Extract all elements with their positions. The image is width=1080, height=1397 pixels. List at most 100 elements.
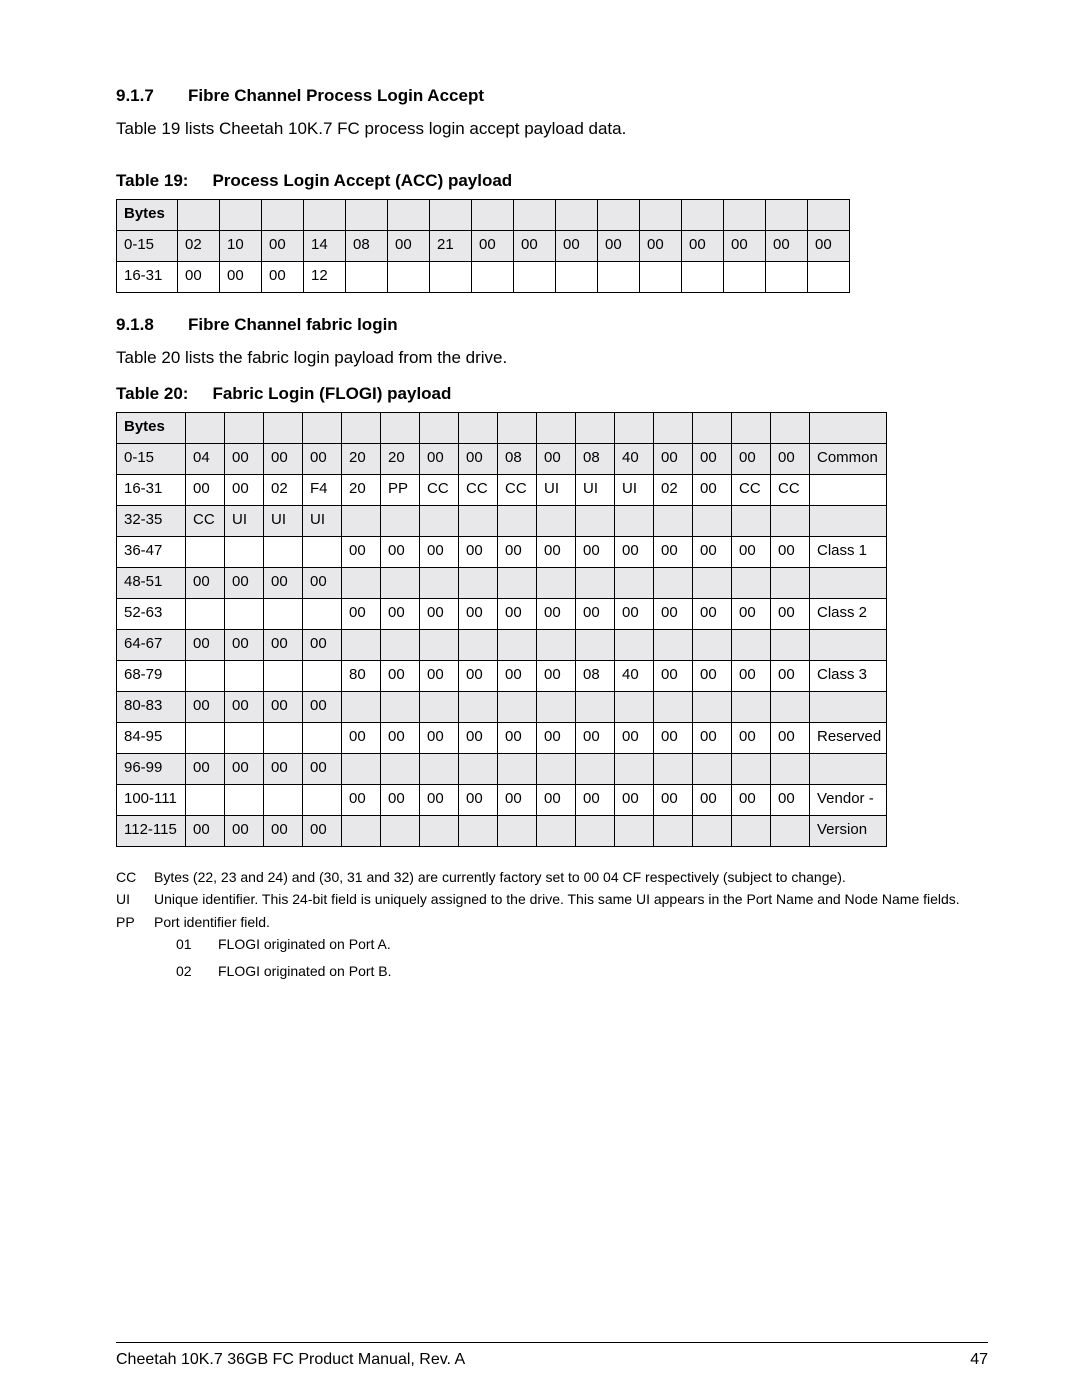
- data-cell: 00: [654, 536, 693, 567]
- data-cell: 00: [420, 784, 459, 815]
- table-row: 96-9900000000: [117, 753, 887, 784]
- table-row: 0-1502100014080021000000000000000000: [117, 230, 850, 261]
- data-cell: CC: [771, 474, 810, 505]
- table-20-caption-title: Fabric Login (FLOGI) payload: [212, 384, 451, 403]
- table-col: [654, 412, 693, 443]
- data-cell: [459, 629, 498, 660]
- data-cell: 00: [342, 784, 381, 815]
- bytes-cell: 112-115: [117, 815, 186, 846]
- data-cell: 00: [808, 230, 850, 261]
- data-cell: [615, 629, 654, 660]
- data-cell: 00: [693, 598, 732, 629]
- data-cell: 00: [498, 722, 537, 753]
- data-cell: [537, 691, 576, 722]
- data-cell: [732, 505, 771, 536]
- data-cell: [264, 536, 303, 567]
- data-cell: 00: [498, 660, 537, 691]
- data-cell: [615, 567, 654, 598]
- note-pp-tag: PP: [116, 914, 154, 932]
- data-cell: [615, 815, 654, 846]
- data-cell: 00: [615, 784, 654, 815]
- data-cell: [498, 815, 537, 846]
- data-cell: 00: [537, 784, 576, 815]
- table-col: [381, 412, 420, 443]
- note-spacer: [116, 936, 154, 958]
- data-cell: PP: [381, 474, 420, 505]
- data-cell: [342, 691, 381, 722]
- data-cell: [420, 691, 459, 722]
- data-cell: [430, 261, 472, 292]
- table-19-caption-num: Table 19:: [116, 171, 188, 190]
- table-col: [682, 199, 724, 230]
- data-cell: 00: [693, 443, 732, 474]
- data-cell: 00: [459, 536, 498, 567]
- note-pp-text: Port identifier field.: [154, 914, 270, 932]
- data-cell: [264, 660, 303, 691]
- data-cell: [459, 567, 498, 598]
- label-cell: Reserved: [810, 722, 887, 753]
- data-cell: F4: [303, 474, 342, 505]
- data-cell: [615, 505, 654, 536]
- data-cell: 00: [771, 722, 810, 753]
- data-cell: 80: [342, 660, 381, 691]
- data-cell: 00: [498, 598, 537, 629]
- table-row: 48-5100000000: [117, 567, 887, 598]
- data-cell: 00: [498, 536, 537, 567]
- data-cell: [576, 753, 615, 784]
- footer-rule: [116, 1342, 988, 1343]
- data-cell: UI: [264, 505, 303, 536]
- data-cell: 00: [732, 722, 771, 753]
- table-col: [576, 412, 615, 443]
- data-cell: [654, 567, 693, 598]
- data-cell: [303, 722, 342, 753]
- data-cell: 40: [615, 443, 654, 474]
- data-cell: [537, 815, 576, 846]
- data-cell: 00: [420, 722, 459, 753]
- data-cell: 00: [459, 598, 498, 629]
- data-cell: 00: [420, 536, 459, 567]
- data-cell: [732, 567, 771, 598]
- data-cell: 00: [693, 536, 732, 567]
- data-cell: [808, 261, 850, 292]
- data-cell: 00: [381, 536, 420, 567]
- data-cell: [342, 753, 381, 784]
- data-cell: [771, 815, 810, 846]
- data-cell: 02: [264, 474, 303, 505]
- label-cell: [810, 629, 887, 660]
- data-cell: [693, 567, 732, 598]
- data-cell: 00: [178, 261, 220, 292]
- note-pp-sub-text: FLOGI originated on Port B.: [218, 963, 392, 981]
- table-20-header-row: Bytes: [117, 412, 887, 443]
- data-cell: 00: [225, 691, 264, 722]
- table-col: [514, 199, 556, 230]
- label-cell: Common: [810, 443, 887, 474]
- data-cell: 00: [732, 598, 771, 629]
- data-cell: [771, 505, 810, 536]
- data-cell: CC: [732, 474, 771, 505]
- data-cell: CC: [498, 474, 537, 505]
- data-cell: 00: [537, 443, 576, 474]
- data-cell: [537, 753, 576, 784]
- table-row: 16-31000002F420PPCCCCCCUIUIUI0200CCCC: [117, 474, 887, 505]
- data-cell: [654, 815, 693, 846]
- data-cell: [186, 598, 225, 629]
- notes-block: CC Bytes (22, 23 and 24) and (30, 31 and…: [116, 869, 988, 985]
- table-row: 68-79800000000000084000000000Class 3: [117, 660, 887, 691]
- label-cell: Class 2: [810, 598, 887, 629]
- data-cell: 00: [459, 722, 498, 753]
- table-row: 36-47000000000000000000000000Class 1: [117, 536, 887, 567]
- data-cell: 00: [640, 230, 682, 261]
- bytes-cell: 36-47: [117, 536, 186, 567]
- data-cell: [186, 660, 225, 691]
- data-cell: [514, 261, 556, 292]
- data-cell: 00: [732, 536, 771, 567]
- data-cell: [537, 629, 576, 660]
- data-cell: [186, 536, 225, 567]
- data-cell: 00: [576, 598, 615, 629]
- data-cell: [459, 753, 498, 784]
- bytes-cell: 96-99: [117, 753, 186, 784]
- table-col: [598, 199, 640, 230]
- data-cell: [537, 505, 576, 536]
- data-cell: [724, 261, 766, 292]
- section-917-title: Fibre Channel Process Login Accept: [188, 86, 484, 105]
